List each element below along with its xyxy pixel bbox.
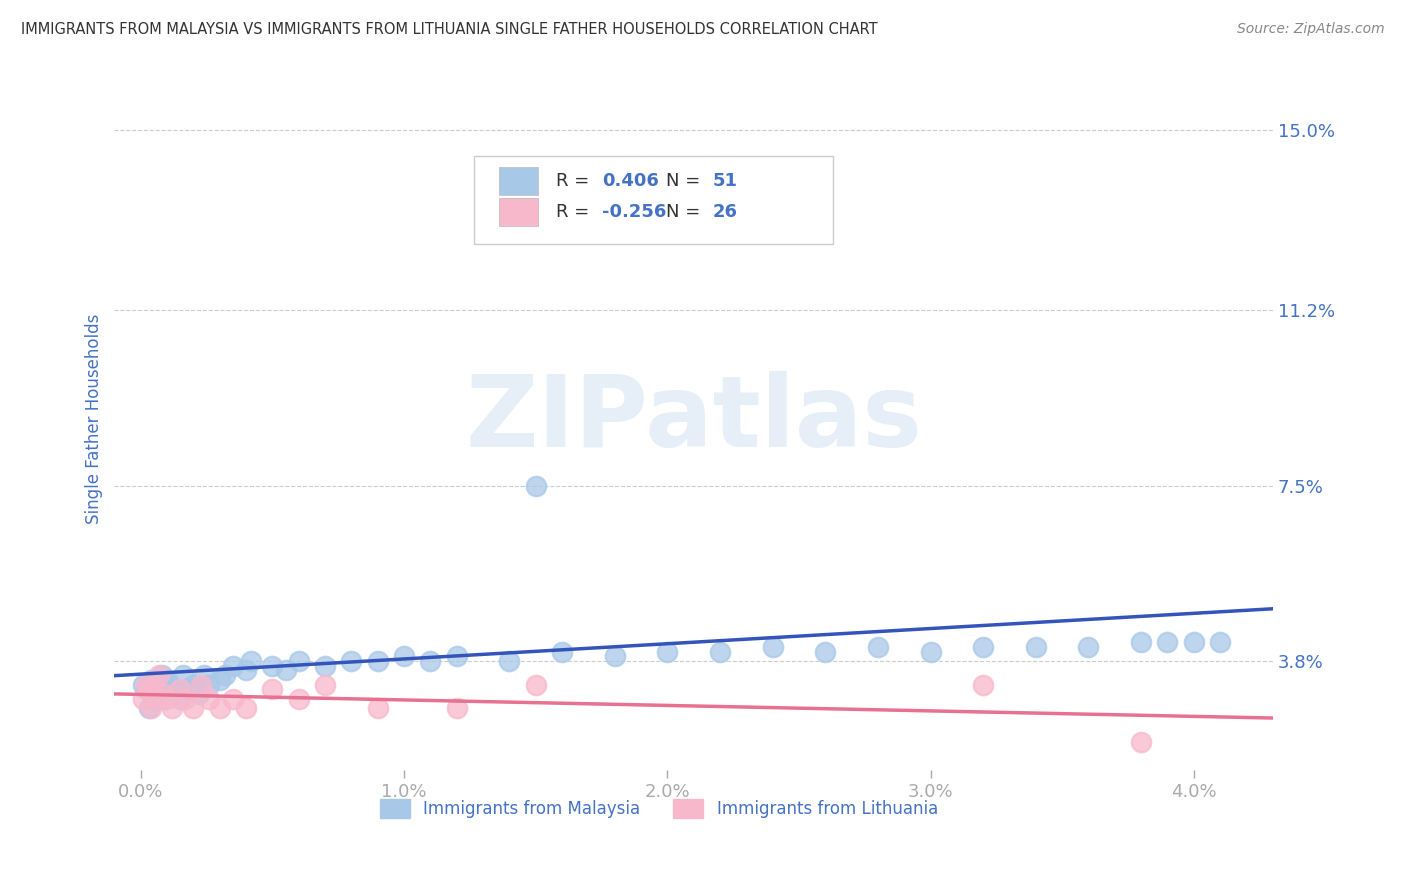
Point (1209, 635, 1232, 649)
Point (148, 668, 170, 682)
Point (132, 678, 155, 692)
Point (183, 701, 205, 715)
Point (172, 668, 194, 682)
Point (198, 692, 221, 706)
Point (551, 644, 574, 658)
Point (972, 640, 994, 654)
Point (814, 644, 837, 658)
Text: N =: N = (666, 203, 706, 221)
FancyBboxPatch shape (499, 198, 538, 227)
Point (153, 692, 176, 706)
Point (314, 658, 336, 673)
Point (132, 692, 155, 706)
Point (1182, 635, 1205, 649)
Point (1130, 635, 1153, 649)
Point (524, 478, 547, 492)
Point (138, 682, 160, 697)
Point (287, 692, 309, 706)
Point (262, 658, 284, 673)
Point (367, 701, 389, 715)
Point (446, 649, 468, 664)
Text: N =: N = (666, 172, 706, 190)
Point (222, 658, 245, 673)
Point (159, 678, 181, 692)
Point (240, 654, 263, 668)
Text: -0.256: -0.256 (602, 203, 666, 221)
FancyBboxPatch shape (474, 156, 832, 244)
Point (208, 673, 231, 687)
Point (135, 682, 157, 697)
Point (235, 701, 257, 715)
Point (156, 692, 179, 706)
Point (1077, 640, 1099, 654)
Point (603, 649, 626, 664)
Point (392, 649, 415, 664)
Point (150, 668, 173, 682)
Point (141, 673, 163, 687)
Point (262, 682, 284, 697)
Point (138, 701, 160, 715)
Point (163, 682, 186, 697)
Text: 51: 51 (711, 172, 737, 190)
Point (419, 654, 441, 668)
Legend: Immigrants from Malaysia, Immigrants from Lithuania: Immigrants from Malaysia, Immigrants fro… (373, 792, 945, 825)
Text: 0.406: 0.406 (602, 172, 659, 190)
Point (1130, 734, 1153, 748)
Point (135, 678, 157, 692)
Point (141, 701, 163, 715)
Point (169, 692, 191, 706)
Point (524, 678, 547, 692)
Text: IMMIGRANTS FROM MALAYSIA VS IMMIGRANTS FROM LITHUANIA SINGLE FATHER HOUSEHOLDS C: IMMIGRANTS FROM MALAYSIA VS IMMIGRANTS F… (21, 22, 877, 37)
Text: R =: R = (555, 172, 595, 190)
Text: 26: 26 (711, 203, 737, 221)
Text: R =: R = (555, 203, 595, 221)
FancyBboxPatch shape (499, 167, 538, 194)
Point (153, 687, 176, 701)
Point (1025, 640, 1047, 654)
Point (446, 701, 468, 715)
Point (274, 664, 297, 678)
Point (174, 692, 197, 706)
Point (198, 678, 221, 692)
Point (866, 640, 889, 654)
Point (208, 701, 231, 715)
Point (193, 668, 215, 682)
Point (177, 682, 200, 697)
Text: Source: ZipAtlas.com: Source: ZipAtlas.com (1237, 22, 1385, 37)
Point (187, 687, 209, 701)
Point (145, 678, 167, 692)
Point (145, 692, 167, 706)
Point (156, 673, 179, 687)
Point (162, 701, 184, 715)
Point (235, 664, 257, 678)
Text: ZIPatlas: ZIPatlas (465, 371, 922, 467)
Point (972, 678, 994, 692)
Point (498, 654, 520, 668)
Y-axis label: Single Father Households: Single Father Households (86, 314, 103, 524)
Point (142, 678, 165, 692)
Point (287, 654, 309, 668)
Point (761, 640, 783, 654)
Point (920, 644, 942, 658)
Point (222, 692, 245, 706)
Point (314, 678, 336, 692)
Point (576, 213, 599, 227)
Point (340, 654, 363, 668)
Point (142, 692, 165, 706)
Point (709, 644, 731, 658)
Point (190, 678, 212, 692)
Point (367, 654, 389, 668)
Point (148, 687, 170, 701)
Point (657, 644, 679, 658)
Point (1156, 635, 1178, 649)
Point (169, 682, 191, 697)
Point (214, 668, 236, 682)
Point (183, 678, 205, 692)
